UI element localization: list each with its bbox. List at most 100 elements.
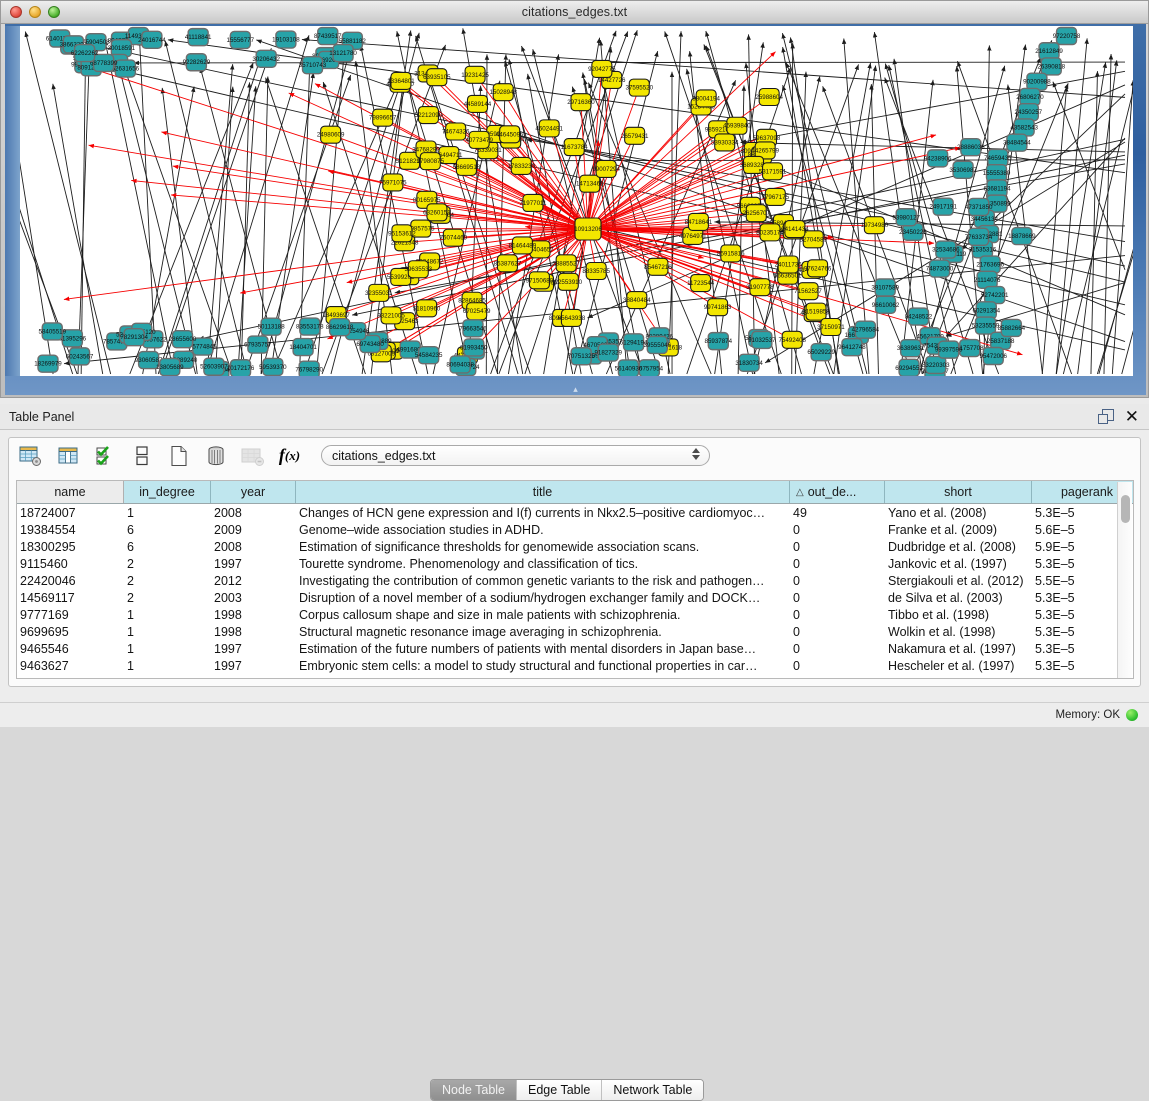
cell-out_degree[interactable]: 0 <box>790 623 885 640</box>
graph-node[interactable]: 79663546 <box>459 320 487 337</box>
minimize-window-button[interactable] <box>29 6 41 18</box>
graph-node[interactable]: 28655600 <box>169 331 197 348</box>
cell-year[interactable]: 1998 <box>211 623 296 640</box>
graph-node[interactable]: 83220303 <box>922 356 950 373</box>
graph-node[interactable]: 18878669 <box>1008 228 1036 245</box>
graph-node-highlighted[interactable]: 67025479 <box>463 303 491 320</box>
cell-name[interactable]: 18724007 <box>17 504 124 522</box>
graph-node-highlighted[interactable]: 44645095 <box>496 126 524 143</box>
cell-title[interactable]: Genome–wide association studies in ADHD. <box>296 521 790 538</box>
cell-out_degree[interactable]: 0 <box>790 589 885 606</box>
scrollbar-thumb[interactable] <box>1121 495 1130 523</box>
graph-node[interactable]: 65029229 <box>807 344 835 361</box>
graph-node-highlighted[interactable]: 24980609 <box>317 126 345 143</box>
graph-node-highlighted[interactable]: 19231425 <box>461 66 489 83</box>
graph-node[interactable]: 99397596 <box>935 341 963 358</box>
graph-node[interactable]: 50113188 <box>258 318 286 335</box>
cell-short[interactable]: Franke et al. (2009) <box>885 521 1032 538</box>
graph-node[interactable]: 94238906 <box>924 150 952 167</box>
graph-node-highlighted[interactable]: 85387627 <box>494 255 522 272</box>
zoom-window-button[interactable] <box>48 6 60 18</box>
graph-node[interactable]: 84248522 <box>905 308 933 325</box>
graph-node[interactable]: 24917191 <box>929 198 957 215</box>
cell-year[interactable]: 1998 <box>211 606 296 623</box>
cell-in_degree[interactable]: 1 <box>124 640 211 657</box>
cell-short[interactable]: Dudbridge et al. (2008) <box>885 538 1032 555</box>
cell-short[interactable]: Yano et al. (2008) <box>885 504 1032 522</box>
graph-node-highlighted[interactable]: 65643938 <box>558 309 586 326</box>
graph-node-highlighted[interactable]: 92042775 <box>588 60 616 77</box>
graph-node-highlighted[interactable]: 53930334 <box>711 134 739 151</box>
column-header-out_degree[interactable]: △out_de... <box>790 481 885 504</box>
cell-name[interactable]: 19384554 <box>17 521 124 538</box>
graph-node-highlighted[interactable]: 39635533 <box>405 261 433 278</box>
graph-node-highlighted[interactable]: 79896657 <box>369 109 397 126</box>
cell-in_degree[interactable]: 1 <box>124 504 211 522</box>
graph-node-highlighted[interactable]: 75971075 <box>379 174 407 191</box>
cell-name[interactable]: 9465546 <box>17 640 124 657</box>
graph-node[interactable]: 38484544 <box>1003 134 1031 151</box>
cell-year[interactable]: 1997 <box>211 555 296 572</box>
cell-short[interactable]: de Silva et al. (2003) <box>885 589 1032 606</box>
tab-edge-table[interactable]: Edge Table <box>517 1080 602 1100</box>
cell-name[interactable]: 9777169 <box>17 606 124 623</box>
graph-node[interactable]: 59539370 <box>259 358 287 375</box>
graph-node-highlighted[interactable]: 37150971 <box>817 319 845 336</box>
graph-node-highlighted[interactable]: 71977011 <box>519 194 547 211</box>
cell-out_degree[interactable]: 0 <box>790 555 885 572</box>
graph-node[interactable]: 35306987 <box>949 161 977 178</box>
network-canvas[interactable]: 1091320629561618809489121783323049171465… <box>20 26 1133 376</box>
cell-out_degree[interactable]: 0 <box>790 606 885 623</box>
graph-node-highlighted[interactable]: 10913206 <box>574 218 602 240</box>
cell-in_degree[interactable]: 1 <box>124 657 211 674</box>
cell-name[interactable]: 9699695 <box>17 623 124 640</box>
graph-node[interactable]: 85882664 <box>998 319 1026 336</box>
graph-node[interactable]: 13121780 <box>329 45 357 62</box>
cell-out_degree[interactable]: 0 <box>790 657 885 674</box>
graph-node[interactable]: 60243567 <box>66 348 94 365</box>
cell-in_degree[interactable]: 1 <box>124 606 211 623</box>
graph-node-highlighted[interactable]: 19734980 <box>861 217 889 234</box>
float-window-icon[interactable] <box>1098 409 1113 424</box>
graph-node-highlighted[interactable]: 97980875 <box>417 153 445 170</box>
graph-node-highlighted[interactable]: 24011736 <box>775 256 803 273</box>
graph-node[interactable]: 53235559 <box>972 317 1000 334</box>
graph-node-highlighted[interactable]: 44589144 <box>464 95 492 112</box>
graph-node[interactable]: 21763696 <box>976 256 1004 273</box>
graph-node-highlighted[interactable]: 25988604 <box>755 89 783 106</box>
cell-title[interactable]: Corpus callosum shape and size in male p… <box>296 606 790 623</box>
network-splitter-grip[interactable]: ▴ <box>568 386 584 392</box>
cell-short[interactable]: Nakamura et al. (1997) <box>885 640 1032 657</box>
graph-node-highlighted[interactable]: 81464489 <box>509 237 537 254</box>
column-header-year[interactable]: year <box>211 481 296 504</box>
graph-node[interactable]: 47371850 <box>965 198 993 215</box>
table-selector-dropdown[interactable]: citations_edges.txt <box>321 445 710 466</box>
graph-node[interactable]: 43582543 <box>1010 119 1038 136</box>
cell-in_degree[interactable]: 2 <box>124 555 211 572</box>
graph-node-highlighted[interactable]: 15028948 <box>489 84 517 101</box>
graph-node-highlighted[interactable]: 76074469 <box>440 229 468 246</box>
graph-node-highlighted[interactable]: 37595520 <box>626 79 654 96</box>
cell-title[interactable]: Estimation of the future numbers of pati… <box>296 640 790 657</box>
graph-node[interactable]: 74873000 <box>926 260 954 277</box>
graph-node-highlighted[interactable]: 45939840 <box>723 117 751 134</box>
graph-node[interactable]: 15555380 <box>983 165 1011 182</box>
graph-node-highlighted[interactable]: 29716360 <box>567 94 595 111</box>
network-graph[interactable]: 1091320629561618809489121783323049171465… <box>20 26 1133 376</box>
graph-node-highlighted[interactable]: 58669518 <box>453 158 481 175</box>
graph-node[interactable]: 96610062 <box>872 296 900 313</box>
cell-year[interactable]: 2012 <box>211 572 296 589</box>
graph-node-highlighted[interactable]: 63935105 <box>423 69 451 86</box>
graph-node-highlighted[interactable]: 95153612 <box>388 225 416 242</box>
graph-node[interactable]: 21114076 <box>974 271 1001 288</box>
graph-node[interactable]: 81993450 <box>460 339 488 356</box>
graph-node[interactable]: 52603907 <box>200 358 228 375</box>
delete-table-icon[interactable] <box>202 443 229 468</box>
cell-year[interactable]: 1997 <box>211 640 296 657</box>
cell-name[interactable]: 18300295 <box>17 538 124 555</box>
